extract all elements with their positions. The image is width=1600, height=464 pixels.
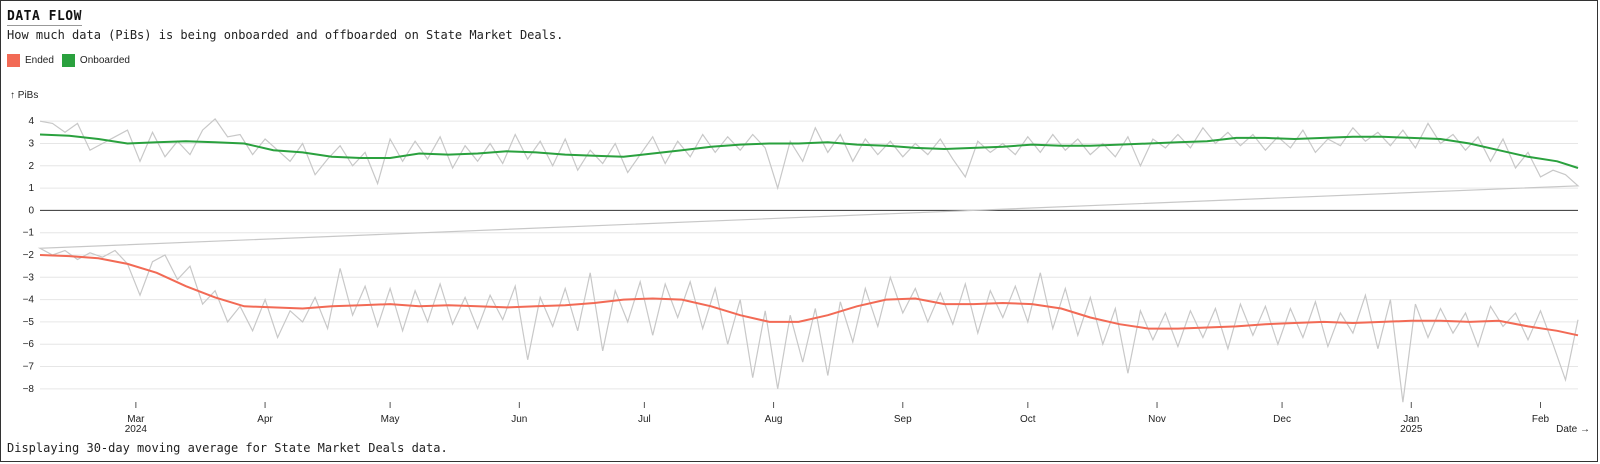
- x-tick-label: Nov: [1148, 414, 1166, 425]
- legend-item-onboarded[interactable]: Onboarded: [61, 54, 130, 67]
- y-tick-label: 2: [28, 161, 34, 172]
- y-tick-label: −8: [23, 384, 35, 395]
- x-axis-label: Date →: [1556, 424, 1590, 435]
- legend-swatch-ended: [7, 54, 20, 67]
- x-tick-label: Jul: [638, 414, 651, 425]
- y-tick-label: 1: [28, 183, 34, 194]
- chart-title: DATA FLOW: [7, 9, 82, 26]
- series-daily-line: [37, 118, 1580, 403]
- x-tick-label: Jun: [511, 414, 527, 425]
- chart-footnote: Displaying 30-day moving average for Sta…: [7, 441, 448, 455]
- chart-subtitle: How much data (PiBs) is being onboarded …: [7, 28, 564, 42]
- legend-swatch-onboarded: [61, 54, 75, 67]
- x-tick-label: May: [381, 414, 400, 425]
- y-tick-label: −4: [23, 295, 35, 306]
- x-tick-label: Feb: [1532, 414, 1550, 425]
- legend-item-ended[interactable]: Ended: [7, 54, 54, 67]
- y-tick-label: −6: [23, 339, 35, 350]
- y-tick-label: 4: [28, 116, 34, 127]
- x-tick-label: Aug: [765, 414, 783, 425]
- y-tick-label: 3: [28, 138, 34, 149]
- x-tick-year-label: 2025: [1400, 424, 1423, 435]
- x-tick-label: Dec: [1273, 414, 1291, 425]
- y-tick-label: 0: [28, 205, 34, 216]
- x-tick-label: Jan: [1403, 414, 1419, 425]
- x-tick-label: Mar: [127, 414, 145, 425]
- x-tick-label: Sep: [894, 414, 912, 425]
- y-axis-label: ↑ PiBs: [10, 90, 38, 101]
- y-tick-label: −3: [23, 272, 35, 283]
- y-tick-label: −1: [23, 228, 35, 239]
- series-onboarded-line: [39, 133, 1579, 169]
- y-tick-label: −7: [23, 362, 35, 373]
- x-tick-label: Apr: [257, 414, 273, 425]
- y-tick-label: −2: [23, 250, 35, 261]
- series-ended-line: [39, 254, 1579, 337]
- legend-label-onboarded: Onboarded: [79, 55, 130, 66]
- legend: Ended Onboarded: [7, 54, 130, 67]
- x-tick-label: Oct: [1020, 414, 1036, 425]
- legend-label-ended: Ended: [25, 55, 54, 66]
- y-tick-label: −5: [23, 317, 35, 328]
- x-tick-year-label: 2024: [125, 424, 148, 435]
